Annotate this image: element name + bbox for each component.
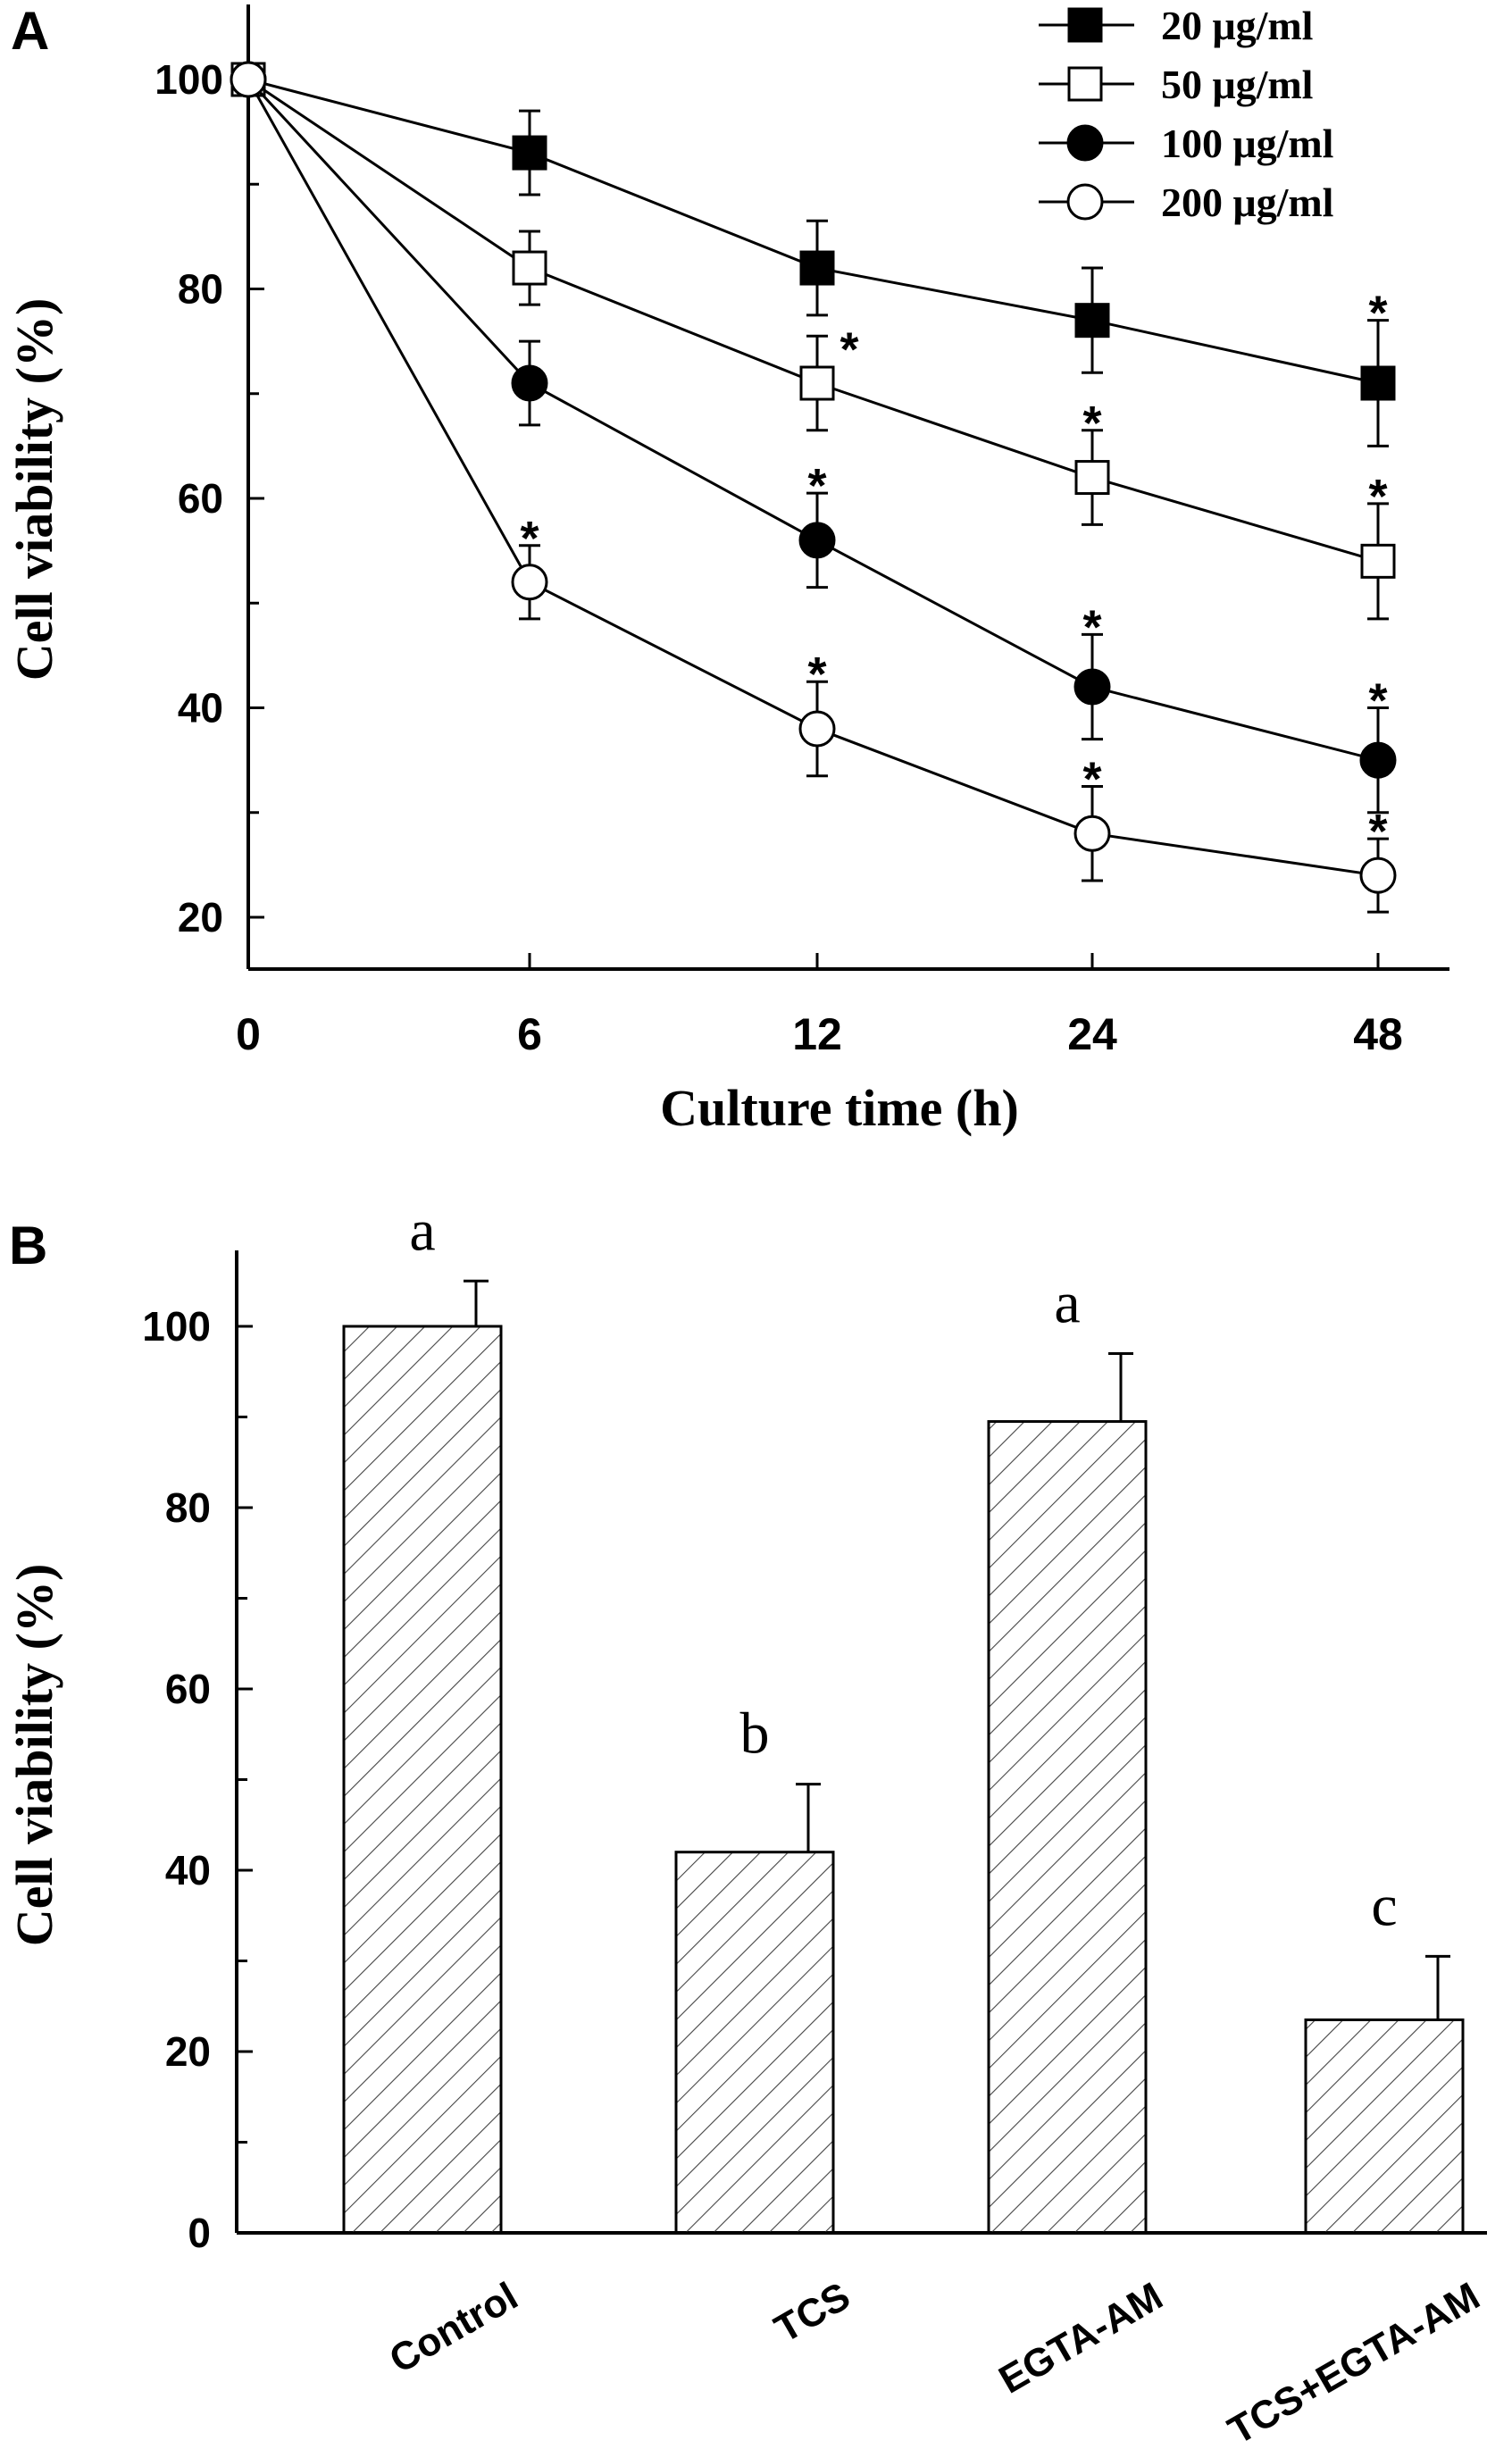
panel-a-data-point	[1359, 741, 1397, 779]
panel-b-label: B	[9, 1216, 47, 1275]
panel-b-y-tick-label: 100	[142, 1303, 211, 1350]
panel-a-significance-star: *	[1368, 674, 1387, 728]
panel-a-data-point	[799, 365, 835, 401]
panel-a-data-point	[230, 61, 267, 98]
panel-b-x-tick-label: EGTA-AM	[992, 2274, 1170, 2402]
panel-a-x-tick-label: 0	[236, 1009, 261, 1059]
panel-b-bar-group: a	[342, 1198, 503, 2235]
panel-a-data-point	[511, 564, 548, 601]
panel-a-x-tick-label: 24	[1067, 1009, 1117, 1059]
panel-a-legend-label: 20 μg/ml	[1161, 3, 1313, 48]
panel-a-significance-star: *	[1368, 470, 1387, 523]
panel-a-y-tick-label: 80	[178, 266, 223, 313]
panel-a-data-point	[1074, 303, 1110, 339]
panel-a-legend-marker	[1067, 66, 1103, 102]
panel-a-legend-marker	[1066, 124, 1104, 162]
panel-a-data-point	[1073, 668, 1111, 706]
panel-a-series-group: * * * * * * * * * * *	[230, 61, 1397, 914]
panel-b-significance-letter: a	[409, 1198, 435, 1263]
panel-b-bar-group: c	[1304, 1873, 1465, 2235]
panel-b-bar	[342, 1325, 503, 2235]
panel-b-significance-letter: b	[740, 1701, 770, 1767]
panel-a-series-3: * * * *	[230, 61, 1397, 914]
panel-a-legend-label: 200 μg/ml	[1161, 180, 1333, 225]
panel-a-data-point	[511, 364, 548, 402]
panel-a-y-tick-label: 40	[178, 685, 223, 731]
panel-a-significance-star: *	[840, 322, 858, 376]
panel-b-bar	[1304, 2018, 1465, 2235]
panel-b-bar	[987, 1420, 1148, 2235]
panel-b-y-tick-label: 60	[165, 1666, 211, 1712]
panel-a-significance-star: *	[1368, 805, 1387, 858]
panel-a-data-point	[798, 710, 836, 748]
panel-a-y-axis-label: Cell viability (%)	[5, 298, 63, 681]
panel-a-data-point	[1359, 857, 1397, 894]
panel-a-x-tick-label: 6	[517, 1009, 542, 1059]
panel-b-y-tick-label: 80	[165, 1484, 211, 1531]
panel-a-x-tick-label: 48	[1353, 1009, 1403, 1059]
panel-b-x-tick-label: Control	[382, 2274, 525, 2382]
panel-b-y-axis-label: Cell viability (%)	[5, 1564, 63, 1947]
panel-a-label: A	[11, 1, 49, 61]
panel-b-bar-group: b	[674, 1701, 835, 2235]
panel-a-significance-star: *	[520, 512, 539, 565]
panel-a-y-tick-label: 20	[178, 894, 223, 940]
panel-a-significance-star: *	[1082, 752, 1101, 806]
panel-b-x-tick-label: TCS+EGTA-AM	[1221, 2274, 1487, 2449]
panel-a-y-ticks: 20 40 60 80 100	[155, 56, 264, 940]
panel-b-bar	[674, 1851, 835, 2235]
panel-a-data-point	[512, 135, 547, 171]
panel-a-legend: 20 μg/ml 50 μg/ml 100 μg/ml 200 μg/ml	[1039, 3, 1333, 225]
panel-b-x-tick-label: TCS	[767, 2274, 857, 2351]
panel-b-y-tick-label: 20	[165, 2028, 211, 2075]
panel-a-data-point	[512, 250, 547, 286]
panel-a-data-point	[798, 522, 836, 559]
panel-a-data-point	[799, 250, 835, 286]
panel-a-y-tick-label: 60	[178, 475, 223, 522]
panel-a-data-point	[1360, 543, 1396, 579]
panel-b-bars-group: a b a c	[342, 1198, 1465, 2235]
panel-b-y-tick-label: 40	[165, 1847, 211, 1893]
panel-a-data-point	[1074, 460, 1110, 496]
panel-a-significance-star: *	[1082, 600, 1101, 654]
panel-b-bar-group: a	[987, 1270, 1148, 2235]
panel-b-y-ticks: 0 20 40 60 80 100	[142, 1303, 253, 2256]
panel-b-significance-letter: a	[1054, 1270, 1080, 1335]
panel-a-significance-star: *	[807, 459, 826, 513]
panel-b-bar-chart: B 0 20 40 60 80 100 Cell viability (%) a b a c C…	[5, 1198, 1487, 2449]
panel-a-significance-star: *	[1368, 287, 1387, 340]
panel-a-data-point	[1073, 815, 1111, 852]
panel-b-significance-letter: c	[1371, 1873, 1397, 1938]
panel-a-x-ticks: 0 6 12 24 48	[236, 953, 1403, 1059]
panel-a-x-tick-label: 12	[792, 1009, 842, 1059]
panel-a-legend-marker	[1067, 7, 1103, 43]
panel-a-data-point	[1360, 365, 1396, 401]
panel-a-significance-star: *	[1082, 397, 1101, 450]
panel-a-legend-label: 50 μg/ml	[1161, 62, 1313, 107]
panel-a-x-axis-label: Culture time (h)	[660, 1079, 1019, 1137]
panel-a-y-tick-label: 100	[155, 56, 223, 103]
panel-a-significance-star: *	[807, 648, 826, 701]
panel-a-legend-marker	[1066, 183, 1104, 221]
panel-b-x-tick-labels: Control TCS EGTA-AM TCS+EGTA-AM	[382, 2274, 1487, 2449]
panel-b-y-tick-label: 0	[188, 2210, 211, 2256]
panel-a-legend-label: 100 μg/ml	[1161, 121, 1333, 166]
